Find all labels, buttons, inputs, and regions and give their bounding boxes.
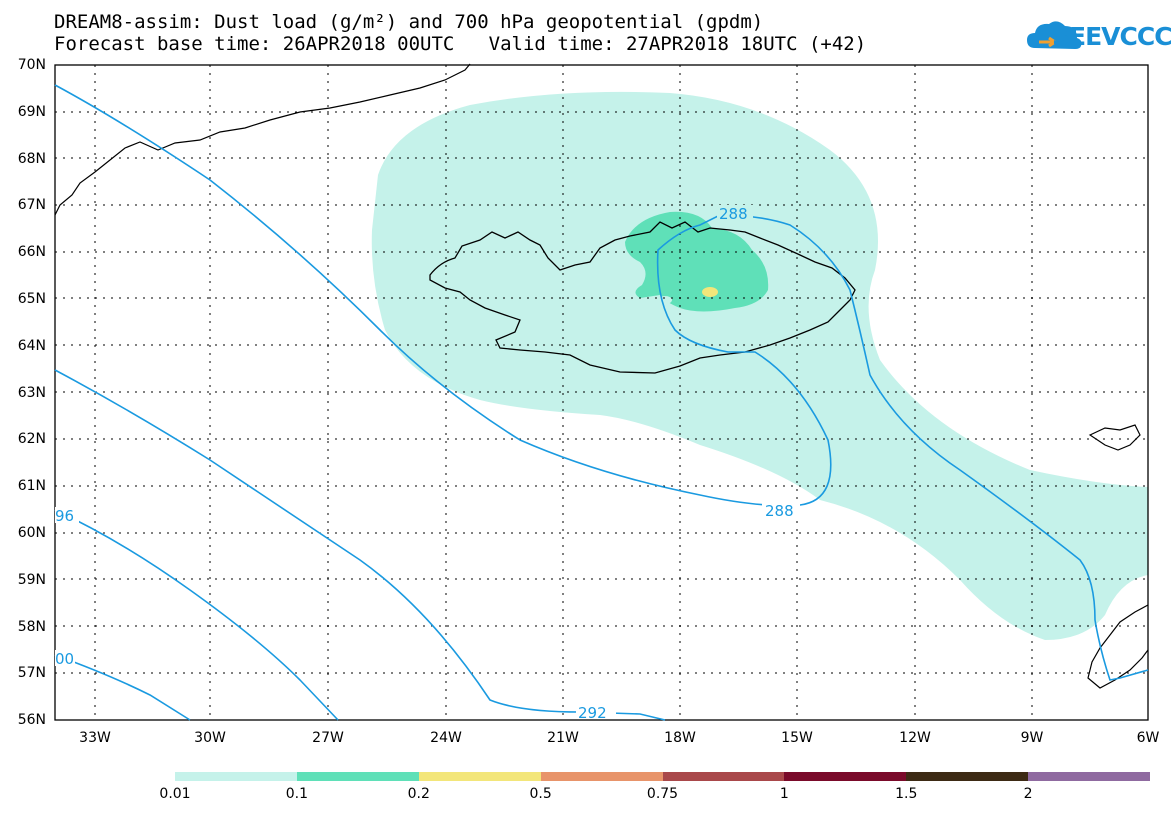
lat-label: 66N	[17, 244, 46, 261]
lat-label: 60N	[17, 525, 46, 541]
lat-label: 69N	[17, 103, 46, 120]
colorbar-level-label: 1	[779, 786, 789, 802]
contour-296	[54, 509, 339, 721]
contour-300	[54, 654, 191, 721]
colorbar-segment	[418, 772, 541, 781]
lon-label: 27W	[312, 730, 344, 746]
lat-label: 65N	[17, 291, 46, 307]
lon-label: 9W	[1020, 730, 1044, 746]
colorbar-level-label: 0.01	[159, 786, 191, 802]
colorbar-segment	[906, 772, 1029, 781]
coastline-scotland	[1087, 604, 1149, 689]
lat-label: 56N	[17, 712, 46, 729]
contour-288-main	[54, 84, 1149, 681]
lat-label: 58N	[17, 618, 46, 635]
lon-label: 24W	[430, 730, 462, 746]
colorbar-level-label: 2	[1023, 786, 1033, 802]
lat-label: 70N	[17, 57, 46, 73]
contour-292	[54, 369, 666, 721]
colorbar-level-label: 0.75	[646, 786, 679, 802]
colorbar-segment	[175, 772, 297, 781]
coastline-faroes	[1088, 424, 1141, 451]
lat-label: 64N	[17, 337, 46, 354]
lat-label: 61N	[17, 478, 46, 495]
contour-label-296: 96	[55, 507, 74, 525]
contour-label-292: 292	[578, 704, 607, 722]
coastline-iceland	[429, 221, 856, 374]
contour-label-288-b: 288	[765, 502, 794, 520]
colorbar-level-label: 0.2	[407, 786, 430, 802]
dust-area-light	[371, 91, 1148, 640]
contour-label-288-a: 288	[719, 205, 748, 223]
colorbar-segment	[662, 772, 785, 781]
colorbar-level-label: 0.1	[285, 786, 308, 802]
lon-label: 30W	[194, 730, 226, 746]
colorbar-level-label: 0.5	[529, 786, 552, 802]
colorbar-segment	[540, 772, 663, 781]
lon-label: 15W	[781, 730, 813, 746]
coastline-greenland	[54, 63, 471, 216]
colorbar-segment	[296, 772, 419, 781]
title-line-2: Forecast base time: 26APR2018 00UTC Vali…	[54, 33, 867, 55]
lat-label: 63N	[17, 384, 46, 401]
lon-label: 21W	[547, 730, 579, 746]
lon-label: 6W	[1136, 730, 1160, 746]
lon-label: 33W	[79, 730, 111, 746]
lat-label: 59N	[17, 571, 46, 588]
lat-label: 67N	[17, 197, 46, 214]
colorbar-segment	[1028, 772, 1150, 781]
colorbar-segment	[784, 772, 907, 781]
contour-labels: 288 288 292 96 00	[55, 205, 800, 722]
cloud-icon	[1027, 21, 1082, 49]
title-line-1: DREAM8-assim: Dust load (g/m²) and 700 h…	[54, 11, 764, 33]
contour-label-300: 00	[55, 650, 74, 668]
grid-lines	[55, 65, 1148, 720]
dust-gap	[658, 296, 672, 304]
colorbar-level-label: 1.5	[895, 786, 918, 802]
lat-label: 68N	[17, 150, 46, 167]
lon-label: 12W	[899, 730, 931, 746]
colorbar	[175, 772, 1150, 781]
logo-text: SEEVCCC	[1052, 22, 1173, 51]
lat-label: 62N	[17, 431, 46, 448]
lat-label: 57N	[17, 665, 46, 682]
lon-label: 18W	[664, 730, 696, 746]
dust-area-medium	[625, 211, 769, 312]
dust-area-high	[702, 287, 718, 297]
